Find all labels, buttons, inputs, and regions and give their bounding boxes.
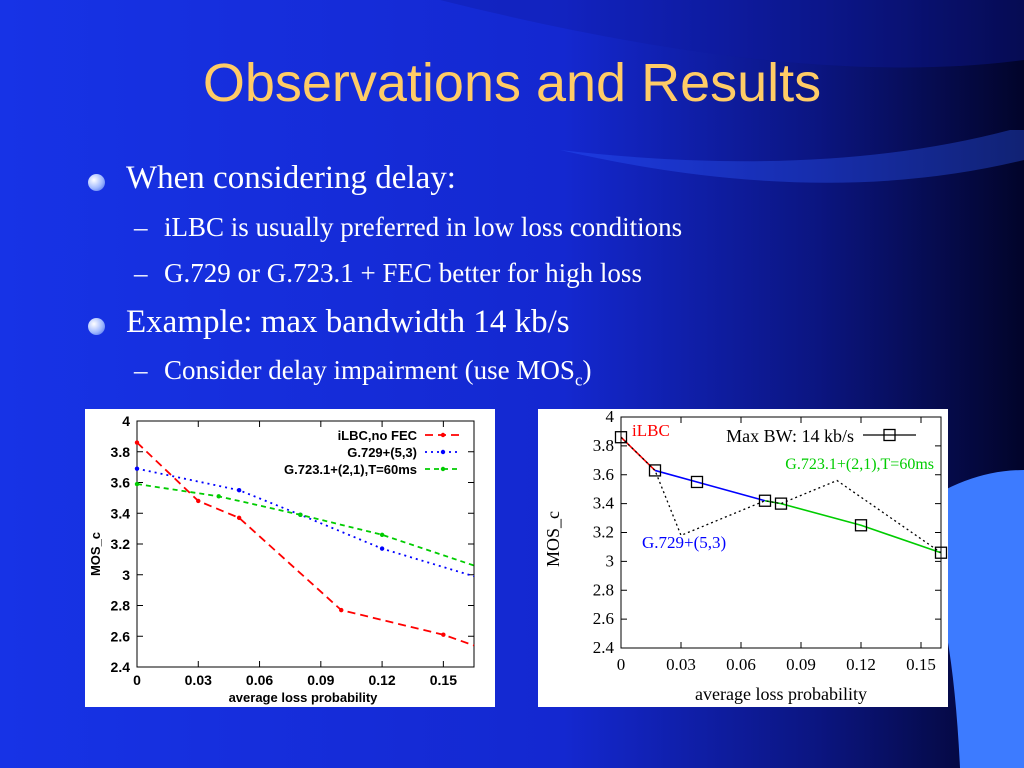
- x-axis-label: average loss probability: [695, 684, 867, 704]
- legend-label: Max BW: 14 kb/s: [726, 426, 854, 446]
- legend-marker: [440, 466, 446, 472]
- data-point: [441, 632, 446, 637]
- bullet-dot-icon: [88, 174, 105, 191]
- square-marker: [934, 546, 948, 559]
- data-point: [298, 512, 303, 517]
- tick-labels: 2.4 2.6 2.8 3 3.2 3.4 3.6 3.8 4 0 0.03 0.06 0.09 0.12…: [111, 413, 458, 688]
- data-point: [379, 532, 385, 537]
- bullet-text: When considering delay:: [126, 160, 456, 196]
- left-chart-panel: 2.4 2.6 2.8 3 3.2 3.4 3.6 3.8 4 0 0.03 0.06 0.09 0.12…: [85, 409, 495, 707]
- y-tick-label: 3.6: [111, 475, 131, 491]
- x-tick-label: 0: [133, 672, 141, 688]
- sub-bullet-close: ): [582, 355, 592, 385]
- series-line: [136, 467, 475, 578]
- x-tick-label: 0: [617, 655, 626, 674]
- y-tick-label: 3.2: [593, 523, 614, 542]
- chart-legend: iLBC,no FEC G.729+(5,3) G.723.1+(2,1),T=60…: [284, 428, 461, 477]
- x-tick-label: 0.09: [307, 672, 334, 688]
- x-tick-label: 0.15: [906, 655, 936, 674]
- y-tick-label: 4: [122, 413, 130, 429]
- y-tick-label: 3.4: [593, 494, 615, 513]
- y-tick-label: 4: [606, 409, 615, 426]
- y-tick-label: 2.4: [593, 638, 615, 657]
- chart-axes: [136, 420, 475, 668]
- x-tick-label: 0.15: [430, 672, 457, 688]
- data-point: [134, 440, 140, 445]
- y-tick-label: 3: [606, 551, 615, 570]
- series-lines: [134, 440, 475, 647]
- series-lines: [614, 431, 948, 559]
- y-tick-label: 3.8: [593, 436, 614, 455]
- y-tick-label: 3.2: [111, 536, 131, 552]
- x-tick-label: 0.06: [726, 655, 756, 674]
- y-tick-label: 2.6: [593, 609, 614, 628]
- chart-annotations: iLBC G.723.1+(2,1),T=60ms G.729+(5,3): [632, 421, 934, 552]
- series-line: [136, 483, 475, 567]
- data-point: [236, 515, 242, 521]
- bullet-text: Example: max bandwidth 14 kb/s: [126, 304, 570, 340]
- y-tick-label: 2.8: [593, 580, 614, 599]
- square-marker: [774, 497, 788, 510]
- series-line: [764, 499, 942, 554]
- square-marker: [854, 519, 868, 532]
- y-tick-label: 2.4: [111, 659, 131, 675]
- y-tick-label: 3.6: [593, 465, 614, 484]
- y-tick-label: 3.4: [111, 505, 131, 521]
- y-tick-label: 2.8: [111, 598, 131, 614]
- legend-label: G.729+(5,3): [347, 445, 417, 460]
- right-chart-panel: 2.4 2.6 2.8 3 3.2 3.4 3.6 3.8 4 0 0.03 0.06 0.09 0.12…: [538, 407, 948, 707]
- data-point: [134, 481, 140, 487]
- dash-icon: –: [134, 258, 148, 288]
- tick-labels: 2.4 2.6 2.8 3 3.2 3.4 3.6 3.8 4 0 0.03 0.06 0.09 0.12…: [593, 407, 936, 674]
- square-marker: [614, 431, 628, 444]
- chart-legend: Max BW: 14 kb/s: [726, 426, 916, 446]
- series-line: [654, 469, 766, 502]
- data-point: [196, 498, 201, 504]
- legend-marker: [883, 428, 896, 442]
- y-tick-label: 2.6: [111, 628, 131, 644]
- dash-icon: –: [134, 355, 148, 385]
- right-chart: 2.4 2.6 2.8 3 3.2 3.4 3.6 3.8 4 0 0.03 0.06 0.09 0.12…: [543, 407, 948, 704]
- x-tick-label: 0.12: [368, 672, 395, 688]
- x-tick-label: 0.06: [246, 672, 273, 688]
- legend-label: G.723.1+(2,1),T=60ms: [284, 462, 417, 477]
- legend-label: iLBC,no FEC: [338, 428, 418, 443]
- square-marker: [758, 494, 772, 507]
- left-chart: 2.4 2.6 2.8 3 3.2 3.4 3.6 3.8 4 0 0.03 0.06 0.09 0.12…: [88, 413, 475, 705]
- sub-bullet-text: G.729 or G.723.1 + FEC better for high l…: [164, 258, 642, 288]
- square-marker: [690, 475, 704, 489]
- x-tick-label: 0.09: [786, 655, 816, 674]
- data-point: [379, 546, 385, 551]
- series-line: [136, 441, 475, 647]
- series-annotation: iLBC: [632, 421, 670, 440]
- y-tick-label: 3.8: [111, 444, 131, 460]
- series-annotation: G.723.1+(2,1),T=60ms: [785, 456, 934, 473]
- sub-bullet-text: iLBC is usually preferred in low loss co…: [164, 212, 683, 242]
- y-axis-label: MOS_c: [88, 532, 103, 576]
- max-bw-line: [620, 436, 942, 554]
- sub-bullet-main: Consider delay impairment (use MOS: [164, 355, 575, 385]
- bullet-dot-icon: [88, 318, 105, 335]
- x-axis-label: average loss probability: [229, 690, 379, 705]
- y-axis-label: MOS_c: [543, 511, 563, 567]
- data-point: [134, 466, 140, 471]
- sub-bullet-text: Consider delay impairment (use MOSc): [164, 355, 591, 390]
- slide-title: Observations and Results: [202, 53, 822, 113]
- legend-marker: [440, 449, 446, 455]
- dash-icon: –: [134, 212, 148, 242]
- x-tick-label: 0.03: [666, 655, 696, 674]
- data-point: [216, 494, 221, 499]
- x-tick-label: 0.03: [185, 672, 212, 688]
- y-tick-label: 3: [122, 567, 130, 583]
- legend-marker: [440, 432, 446, 438]
- data-point: [236, 487, 242, 493]
- square-marker: [648, 464, 662, 477]
- subscript-c: c: [574, 370, 583, 390]
- x-tick-label: 0.12: [846, 655, 876, 674]
- series-annotation: G.729+(5,3): [642, 533, 726, 552]
- data-point: [339, 607, 344, 613]
- chart-axes: [620, 416, 942, 649]
